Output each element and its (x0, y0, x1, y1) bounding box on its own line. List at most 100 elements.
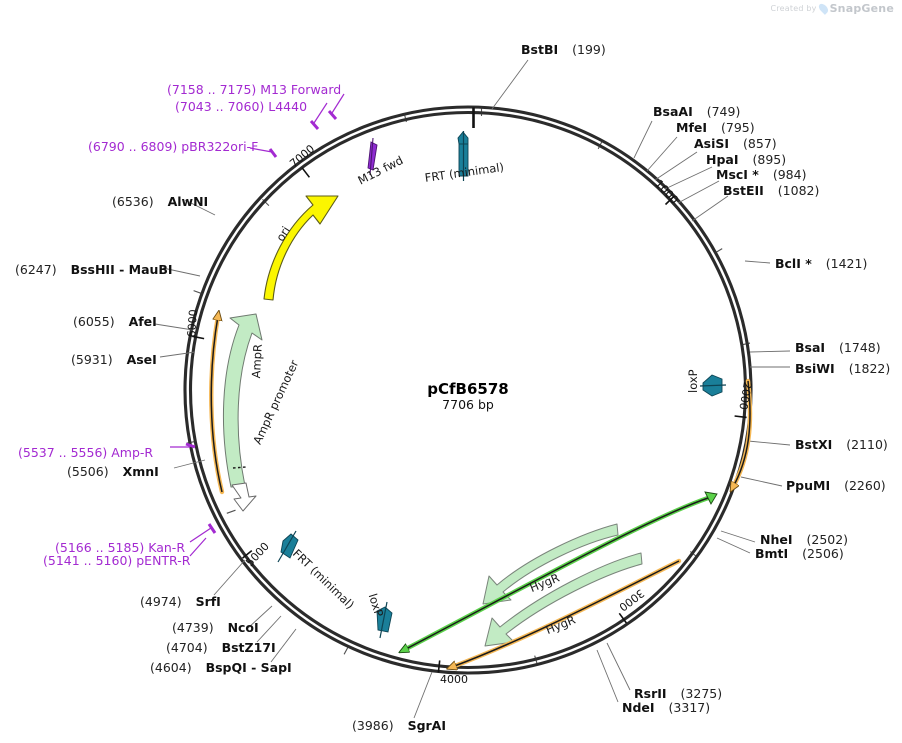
watermark-brand: SnapGene (829, 2, 894, 15)
enzyme-pos-sgrai: (3986) (352, 718, 394, 733)
enzyme-label-asei[interactable]: (5931) AseI (71, 353, 157, 366)
enzyme-label-bsai[interactable]: BsaI (1748) (795, 341, 881, 354)
enzyme-label-bmti[interactable]: BmtI (2506) (755, 547, 844, 560)
feature-arrow-hygr-1 (482, 523, 619, 605)
enzyme-name-ppumi: PpuMI (786, 478, 831, 493)
watermark-prefix: Created by (770, 4, 817, 13)
feature-arrow-frt-bottom (277, 530, 299, 563)
feature-arrow-loxp-bottom (376, 601, 393, 639)
primer-label-pentr-r[interactable]: (5141 .. 5160) pENTR-R (43, 553, 191, 568)
enzyme-pos-afei: (6055) (73, 314, 115, 329)
enzyme-pos-hpai: (895) (752, 152, 787, 167)
enzyme-name-rsrii: RsrII (634, 686, 667, 701)
feature-arrow-m13-fwd (367, 137, 378, 176)
enzyme-label-sgrai[interactable]: (3986) SgrAI (352, 719, 446, 732)
enzyme-name-ndei: NdeI (622, 700, 655, 715)
primer-label-kan-r[interactable]: (5166 .. 5185) Kan-R (55, 540, 185, 555)
enzyme-label-ndei[interactable]: NdeI (3317) (622, 701, 710, 714)
enzyme-name-bstxi: BstXI (795, 437, 833, 452)
primer-label-l4440[interactable]: (7043 .. 7060) L4440 (175, 99, 308, 114)
feature-arrow-frt-top (457, 131, 469, 181)
enzyme-pos-bsai: (1748) (839, 340, 881, 355)
enzyme-label-bsshii[interactable]: (6247) BssHII - MauBI (15, 263, 173, 276)
enzyme-pos-alwni: (6536) (112, 194, 154, 209)
enzyme-label-rsrii[interactable]: RsrII (3275) (634, 687, 722, 700)
enzyme-name-asei: AseI (126, 352, 157, 367)
enzyme-name-ncoi: NcoI (227, 620, 259, 635)
enzyme-label-hpai[interactable]: HpaI (895) (706, 153, 786, 166)
feature-arrow-ampr-promoter (231, 482, 257, 512)
enzyme-name-srfi: SrfI (195, 594, 221, 609)
enzyme-label-asisi[interactable]: AsiSI (857) (694, 137, 777, 150)
enzyme-pos-bspqi: (4604) (150, 660, 192, 675)
enzyme-label-bstz17i[interactable]: (4704) BstZ17I (166, 641, 276, 654)
enzyme-name-alwni: AlwNI (167, 194, 209, 209)
annotation-arc-orange-left (209, 316, 225, 495)
enzyme-name-mfei: MfeI (676, 120, 708, 135)
enzyme-name-bsiwi: BsiWI (795, 361, 835, 376)
primer-site-ticks (185, 110, 338, 534)
enzyme-name-bsteii: BstEII (723, 183, 764, 198)
enzyme-name-bstz17i: BstZ17I (221, 640, 276, 655)
enzyme-pos-ndei: (3317) (668, 700, 711, 715)
enzyme-label-srfi[interactable]: (4974) SrfI (140, 595, 221, 608)
enzyme-label-bsaai[interactable]: BsaAI (749) (653, 105, 740, 118)
feature-arrow-ori (263, 195, 339, 301)
enzyme-pos-asisi: (857) (743, 136, 777, 151)
snapgene-watermark: Created by SnapGene (771, 2, 894, 15)
primer-label-m13-forward[interactable]: (7158 .. 7175) M13 Forward (167, 82, 342, 97)
enzyme-label-msci[interactable]: MscI * (984) (716, 168, 806, 181)
feature-arrow-hygr-2 (484, 552, 643, 647)
enzyme-pos-ppumi: (2260) (844, 478, 886, 493)
tick-label-4000: 4000 (440, 673, 468, 686)
enzyme-name-msci: MscI * (716, 167, 759, 182)
enzyme-name-bsai: BsaI (795, 340, 826, 355)
enzyme-label-afei[interactable]: (6055) AfeI (73, 315, 157, 328)
enzyme-name-bsshii: BssHII - MauBI (70, 262, 173, 277)
feature-arrow-ampr (222, 313, 263, 488)
enzyme-pos-bsaai: (749) (706, 104, 741, 119)
enzyme-label-nhei[interactable]: NheI (2502) (760, 533, 848, 546)
enzyme-pos-asei: (5931) (71, 352, 113, 367)
enzyme-label-mfei[interactable]: MfeI (795) (676, 121, 755, 134)
enzyme-pos-xmni: (5506) (67, 464, 109, 479)
primer-label-amp-r[interactable]: (5537 .. 5556) Amp-R (18, 445, 154, 460)
enzyme-pos-rsrii: (3275) (680, 686, 723, 701)
enzyme-label-bspqi[interactable]: (4604) BspQI - SapI (150, 661, 292, 674)
enzyme-label-bstxi[interactable]: BstXI (2110) (795, 438, 888, 451)
enzyme-pos-nhei: (2502) (806, 532, 849, 547)
enzyme-pos-msci: (984) (772, 167, 807, 182)
tick-label-6000: 6000 (185, 308, 200, 338)
enzyme-pos-bstz17i: (4704) (166, 640, 208, 655)
enzyme-pos-bmti: (2506) (802, 546, 844, 561)
enzyme-leader-lines (154, 59, 791, 719)
enzyme-label-bsteii[interactable]: BstEII (1082) (723, 184, 819, 197)
enzyme-pos-bsshii: (6247) (15, 262, 57, 277)
enzyme-label-ppumi[interactable]: PpuMI (2260) (786, 479, 886, 492)
feature-arrow-loxp-right (699, 374, 727, 397)
enzyme-pos-ncoi: (4739) (172, 620, 214, 635)
enzyme-pos-srfi: (4974) (140, 594, 182, 609)
primer-leader-lines (170, 93, 345, 557)
enzyme-name-bmti: BmtI (755, 546, 789, 561)
enzyme-label-bstbi[interactable]: BstBI (199) (521, 43, 606, 56)
enzyme-label-bcli[interactable]: BclI * (1421) (775, 257, 867, 270)
enzyme-label-bsiwi[interactable]: BsiWI (1822) (795, 362, 890, 375)
annotation-arc-green (404, 491, 718, 650)
enzyme-name-hpai: HpaI (706, 152, 739, 167)
enzyme-label-ncoi[interactable]: (4739) NcoI (172, 621, 259, 634)
primer-label-pbr322ori-f[interactable]: (6790 .. 6809) pBR322ori-F (88, 139, 259, 154)
enzyme-pos-mfei: (795) (721, 120, 755, 135)
enzyme-pos-bsiwi: (1822) (848, 361, 891, 376)
enzyme-name-bsaai: BsaAI (653, 104, 693, 119)
feature-label-loxp-right[interactable]: loxP (686, 369, 700, 393)
plasmid-size: 7706 bp (442, 397, 494, 412)
enzyme-pos-bstxi: (2110) (846, 437, 888, 452)
enzyme-label-xmni[interactable]: (5506) XmnI (67, 465, 159, 478)
feature-label-ampr[interactable]: AmpR (249, 343, 265, 379)
enzyme-pos-bstbi: (199) (572, 42, 606, 57)
enzyme-name-xmni: XmnI (122, 464, 159, 479)
enzyme-name-sgrai: SgrAI (407, 718, 447, 733)
enzyme-label-alwni[interactable]: (6536) AlwNI (112, 195, 208, 208)
enzyme-name-nhei: NheI (760, 532, 793, 547)
